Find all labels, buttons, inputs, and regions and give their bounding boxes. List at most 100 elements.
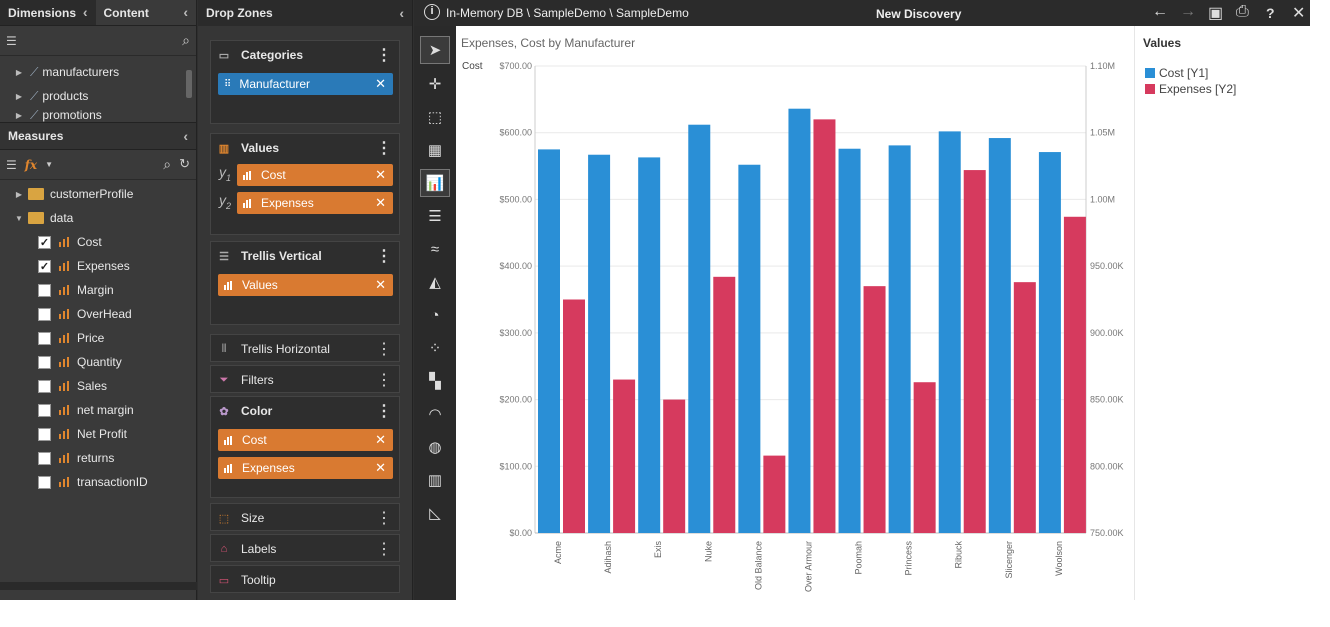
zone-color[interactable]: ✿ Color ⋮ Cost ✕ Expenses ✕ [210, 396, 400, 498]
checkbox[interactable] [38, 403, 51, 417]
close-icon[interactable]: ✕ [375, 195, 386, 210]
save-icon[interactable]: ▣ [1208, 5, 1224, 22]
dimension-item[interactable]: ▶ ⟋ products [0, 84, 196, 108]
more-icon[interactable]: ⋮ [376, 47, 392, 64]
zone-categories[interactable]: ▭ Categories ⋮ ⠿ Manufacturer ✕ [210, 40, 400, 124]
close-icon[interactable]: ✕ [375, 76, 386, 91]
checkbox[interactable] [38, 427, 51, 441]
expand-icon[interactable]: ▶ [15, 189, 23, 199]
measure-item[interactable]: Quantity [0, 350, 196, 374]
pill-cost[interactable]: Cost ✕ [237, 164, 393, 186]
measure-item[interactable]: Margin [0, 278, 196, 302]
folder-item[interactable]: ▶ customerProfile [0, 182, 196, 206]
dimension-item[interactable]: ▶ ⟋ promotions [0, 108, 196, 122]
collapse-icon[interactable]: ‹ [183, 128, 188, 144]
back-icon[interactable]: ← [1152, 3, 1168, 20]
measure-item[interactable]: transactionID [0, 470, 196, 494]
zone-tooltip[interactable]: ▭ Tooltip [210, 565, 400, 593]
info-icon[interactable]: i [424, 4, 440, 20]
more-icon[interactable]: ⋮ [376, 248, 392, 265]
measure-item[interactable]: OverHead [0, 302, 196, 326]
pill-manufacturer[interactable]: ⠿ Manufacturer ✕ [218, 73, 393, 95]
more-icon[interactable]: ⋮ [376, 541, 392, 558]
checkbox[interactable] [38, 379, 51, 393]
collapse-icon[interactable]: ▼ [15, 213, 23, 223]
tab-content[interactable]: Content ‹ [95, 0, 196, 25]
pivot-icon[interactable]: ▥ [427, 472, 443, 489]
more-icon[interactable]: ⋮ [376, 372, 392, 389]
close-icon[interactable]: ✕ [375, 277, 386, 292]
chevron-down-icon[interactable]: ▼ [45, 160, 54, 169]
pie-chart-icon[interactable]: ◔ [430, 306, 440, 324]
checkbox[interactable]: ✓ [38, 259, 51, 273]
zone-trellis-horizontal[interactable]: ⫴ Trellis Horizontal ⋮ [210, 334, 400, 362]
select-area-icon[interactable]: ⬚ [427, 109, 443, 126]
measure-item[interactable]: ✓ Expenses [0, 254, 196, 278]
zone-trellis-vertical[interactable]: ☰ Trellis Vertical ⋮ Values ✕ [210, 241, 400, 325]
crosshair-tool-icon[interactable]: ✛ [428, 76, 442, 93]
checkbox[interactable] [38, 451, 51, 465]
line-chart-icon[interactable]: ≈ [430, 240, 440, 258]
area-chart-icon[interactable]: ◭ [429, 274, 441, 291]
forward-icon[interactable]: → [1180, 3, 1196, 20]
search-icon[interactable]: ⌕ [163, 156, 172, 172]
checkbox[interactable]: ✓ [38, 235, 51, 249]
checkbox[interactable] [38, 307, 51, 321]
expand-icon[interactable]: ▶ [15, 110, 23, 120]
list-view-icon[interactable]: ☰ [6, 157, 17, 172]
gauge-icon[interactable]: ◠ [428, 406, 442, 423]
checkbox[interactable] [38, 355, 51, 369]
custom-chart-icon[interactable]: ◺ [429, 505, 441, 522]
folder-item[interactable]: ▼ data [0, 206, 196, 230]
measure-item[interactable]: Net Profit [0, 422, 196, 446]
close-icon[interactable]: ✕ [375, 460, 386, 475]
scrollbar[interactable] [186, 70, 192, 98]
bar-chart-icon[interactable]: ☰ [428, 208, 442, 225]
checkbox[interactable] [38, 331, 51, 345]
more-icon[interactable]: ⋮ [376, 510, 392, 527]
measure-item[interactable]: Price [0, 326, 196, 350]
pill-expenses[interactable]: Expenses ✕ [218, 457, 393, 479]
fx-icon[interactable]: fx [24, 157, 38, 172]
checkbox[interactable] [38, 283, 51, 297]
search-icon[interactable]: ⌕ [182, 32, 190, 48]
close-icon[interactable]: ✕ [375, 432, 386, 447]
measures-toolbar: ☰ fx ▼ ⌕ ↻ [0, 150, 196, 180]
refresh-icon[interactable]: ↻ [179, 156, 190, 171]
zone-values[interactable]: ▥ Values ⋮ y1 Cost ✕ y2 Expenses ✕ [210, 133, 400, 235]
measure-item[interactable]: Sales [0, 374, 196, 398]
pointer-tool-icon[interactable]: ➤ [420, 36, 450, 64]
more-icon[interactable]: ⋮ [376, 403, 392, 420]
measure-item[interactable]: returns [0, 446, 196, 470]
close-icon[interactable]: ✕ [375, 167, 386, 182]
collapse-icon[interactable]: ‹ [399, 5, 404, 21]
map-icon[interactable]: ◍ [428, 439, 442, 456]
collapse-icon[interactable]: ‹ [183, 4, 188, 20]
list-view-icon[interactable]: ☰ [6, 33, 17, 48]
more-icon[interactable]: ⋮ [376, 341, 392, 358]
pill-values[interactable]: Values ✕ [218, 274, 393, 296]
close-icon[interactable]: ✕ [1292, 5, 1306, 22]
zone-size[interactable]: ⬚ Size ⋮ [210, 503, 400, 531]
table-icon[interactable]: ▦ [427, 142, 443, 159]
measure-item[interactable]: ✓ Cost [0, 230, 196, 254]
tab-dimensions[interactable]: Dimensions ‹ [0, 0, 96, 25]
help-icon[interactable]: ? [1266, 5, 1275, 21]
legend-item-expenses[interactable]: Expenses [Y2] [1145, 82, 1236, 96]
scatter-chart-icon[interactable]: ⁘ [428, 340, 442, 357]
pill-expenses[interactable]: Expenses ✕ [237, 192, 393, 214]
legend-item-cost[interactable]: Cost [Y1] [1145, 66, 1208, 80]
zone-labels[interactable]: ⌂ Labels ⋮ [210, 534, 400, 562]
zone-filters[interactable]: ⏷ Filters ⋮ [210, 365, 400, 393]
print-icon[interactable]: ⎙ [1236, 3, 1249, 20]
measure-item[interactable]: net margin [0, 398, 196, 422]
more-icon[interactable]: ⋮ [376, 140, 392, 157]
treemap-icon[interactable]: ▚ [429, 373, 441, 390]
collapse-icon[interactable]: ‹ [82, 4, 88, 20]
pill-cost[interactable]: Cost ✕ [218, 429, 393, 451]
dimension-item[interactable]: ▶ ⟋ manufacturers [0, 60, 196, 84]
expand-icon[interactable]: ▶ [15, 67, 23, 77]
expand-icon[interactable]: ▶ [15, 91, 23, 101]
column-chart-icon[interactable]: 📊 [420, 169, 450, 197]
checkbox[interactable] [38, 475, 51, 489]
